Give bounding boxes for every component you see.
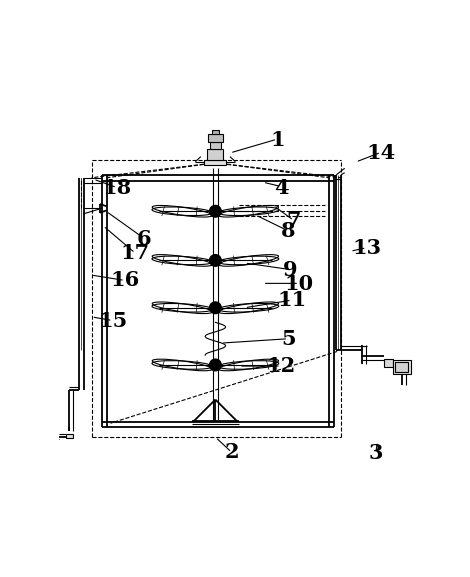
Bar [210,142,221,149]
Circle shape [210,205,221,217]
Text: 11: 11 [277,290,306,310]
Text: 8: 8 [281,222,296,241]
Text: 3: 3 [368,444,383,463]
Text: 10: 10 [285,274,313,294]
Text: 1: 1 [270,130,285,150]
Bar [395,362,408,372]
Text: 9: 9 [283,260,298,279]
Circle shape [210,254,221,266]
Text: 5: 5 [281,329,296,349]
Bar [208,134,223,142]
Bar [204,159,227,164]
Text: 17: 17 [121,243,150,263]
Text: 13: 13 [352,238,381,258]
Text: 14: 14 [367,143,396,163]
Text: 15: 15 [98,310,127,331]
Text: 12: 12 [266,356,296,376]
Text: 4: 4 [274,178,288,197]
Bar [212,130,219,134]
Text: 18: 18 [102,178,132,197]
Text: 2: 2 [225,443,239,462]
Circle shape [210,302,221,314]
Circle shape [210,359,221,371]
Bar [207,149,223,159]
Bar [66,434,72,438]
Bar [393,360,411,374]
Text: 6: 6 [137,228,152,249]
Text: 7: 7 [286,211,301,230]
Bar [384,359,393,367]
Text: 16: 16 [110,271,140,290]
